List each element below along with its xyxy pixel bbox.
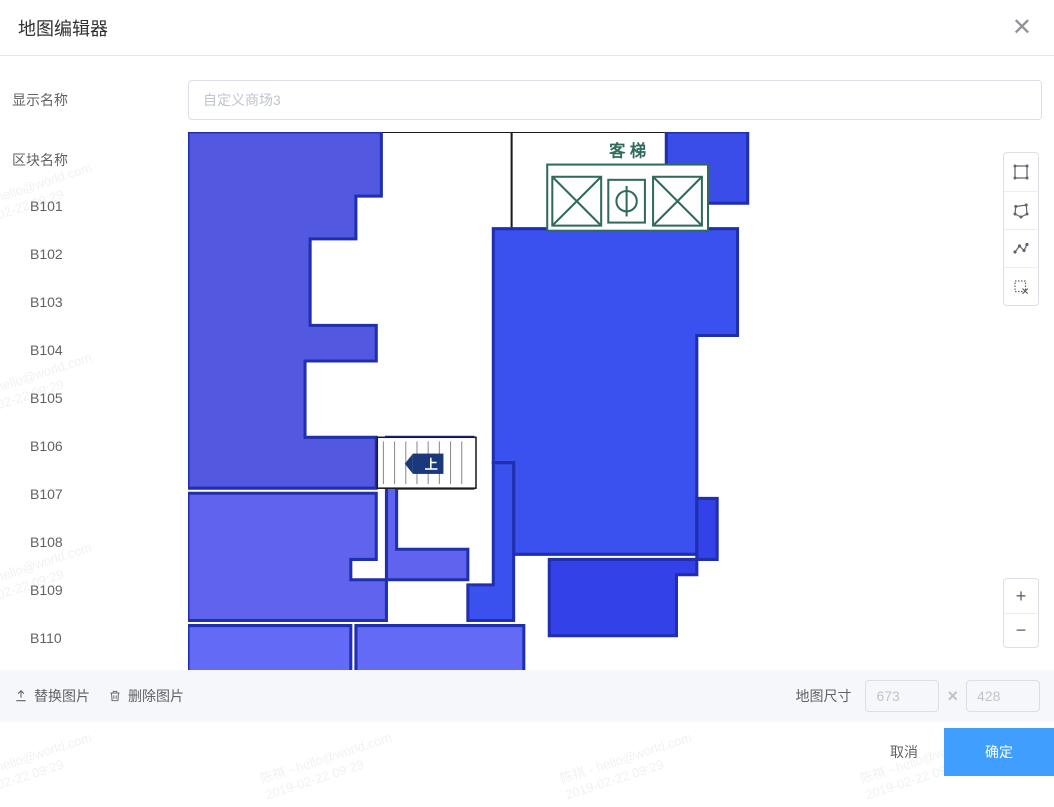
close-icon[interactable]: ✕: [1008, 12, 1036, 44]
zoom-out-button[interactable]: −: [1004, 613, 1038, 647]
replace-image-button[interactable]: 替换图片: [14, 686, 90, 706]
replace-image-label: 替换图片: [34, 686, 90, 706]
zone-item[interactable]: B109: [12, 566, 188, 614]
cancel-button[interactable]: 取消: [878, 732, 930, 772]
delete-image-label: 删除图片: [128, 686, 184, 706]
zone-item[interactable]: B106: [12, 422, 188, 470]
tool-palette: [1003, 152, 1039, 306]
zoom-in-button[interactable]: +: [1004, 579, 1038, 613]
zone-item[interactable]: B104: [12, 326, 188, 374]
zone-item[interactable]: B108: [12, 518, 188, 566]
zone-section-label: 区块名称: [12, 132, 188, 182]
zone-item[interactable]: B101: [12, 182, 188, 230]
polygon-tool-icon[interactable]: [1004, 191, 1038, 229]
map-height-input[interactable]: [966, 680, 1040, 712]
edit-points-tool-icon[interactable]: [1004, 229, 1038, 267]
zone-item[interactable]: B110: [12, 614, 188, 662]
zoom-controls: + −: [1003, 578, 1039, 648]
map-canvas[interactable]: 客 梯上 + −: [188, 132, 1054, 670]
map-width-input[interactable]: [865, 680, 939, 712]
upload-icon: [14, 689, 28, 703]
times-icon: ×: [947, 686, 958, 707]
floorplan-svg[interactable]: 客 梯上: [188, 132, 1053, 670]
svg-text:上: 上: [425, 457, 438, 472]
zone-list[interactable]: B101B102B103B104B105B106B107B108B109B110: [12, 182, 188, 670]
rectangle-tool-icon[interactable]: [1004, 153, 1038, 191]
svg-text:客 梯: 客 梯: [609, 141, 646, 160]
zone-item[interactable]: B102: [12, 230, 188, 278]
zone-item[interactable]: B107: [12, 470, 188, 518]
delete-image-button[interactable]: 删除图片: [108, 686, 184, 706]
delete-shape-tool-icon[interactable]: [1004, 267, 1038, 305]
display-name-input[interactable]: [188, 80, 1042, 120]
zone-item[interactable]: B105: [12, 374, 188, 422]
dialog-title: 地图编辑器: [18, 15, 108, 41]
trash-icon: [108, 689, 122, 703]
display-name-label: 显示名称: [12, 90, 188, 110]
map-size-label: 地图尺寸: [795, 686, 851, 706]
ok-button[interactable]: 确定: [944, 728, 1054, 776]
zone-item[interactable]: B103: [12, 278, 188, 326]
